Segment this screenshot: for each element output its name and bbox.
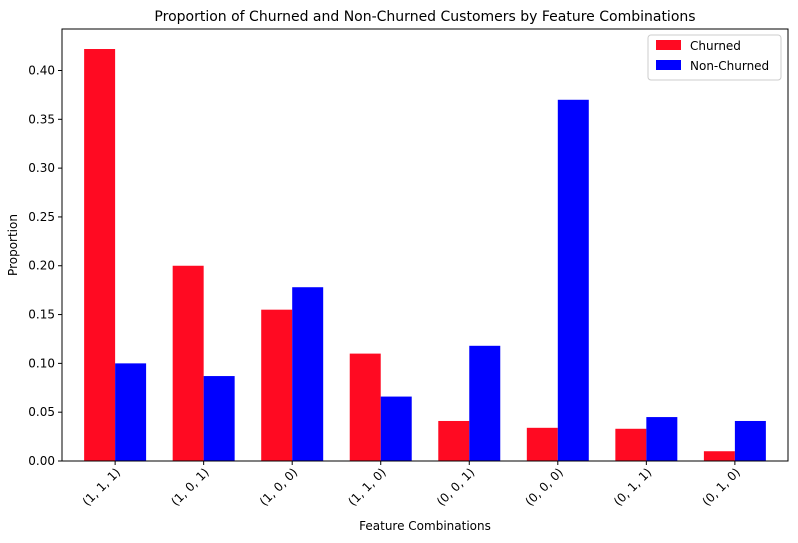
bar-churned-4 — [438, 420, 470, 461]
bar-churned-1 — [172, 265, 204, 461]
bar-non-churned-0 — [115, 363, 147, 461]
x-tick-label: (1, 0, 0) — [257, 465, 301, 509]
legend-label-churned: Churned — [690, 39, 741, 53]
bar-churned-3 — [349, 353, 381, 461]
legend-frame — [647, 34, 782, 81]
x-axis-label: Feature Combinations — [359, 519, 491, 533]
y-tick-label: 0.25 — [28, 210, 55, 224]
legend: Churned Non-Churned — [647, 34, 782, 81]
legend-swatch-non-churned — [656, 60, 681, 70]
bar-non-churned-6 — [646, 417, 678, 461]
y-tick-label: 0.00 — [28, 454, 55, 468]
bar-non-churned-4 — [469, 345, 501, 461]
x-axis: (1, 1, 1) (1, 0, 1) (1, 0, 0) (1, 1, 0) (0, … — [80, 461, 743, 509]
y-tick-label: 0.10 — [28, 356, 55, 370]
x-tick-label: (1, 0, 1) — [168, 465, 212, 509]
bar-churned-5 — [526, 427, 558, 461]
chart-title: Proportion of Churned and Non-Churned Cu… — [154, 9, 695, 25]
bar-non-churned-1 — [203, 376, 235, 461]
bar-non-churned-2 — [292, 287, 324, 461]
x-tick-label: (1, 1, 0) — [345, 465, 389, 509]
y-tick-label: 0.30 — [28, 161, 55, 175]
legend-label-non-churned: Non-Churned — [690, 59, 769, 73]
bar-non-churned-5 — [557, 99, 589, 461]
bar-churned-2 — [261, 309, 293, 461]
x-tick-label: (1, 1, 1) — [80, 465, 124, 509]
bar-churned-6 — [615, 428, 647, 461]
plot-frame — [61, 28, 789, 462]
y-tick-label: 0.20 — [28, 259, 55, 273]
y-axis-label: Proportion — [6, 214, 20, 276]
x-tick-label: (0, 0, 0) — [522, 465, 566, 509]
y-tick-label: 0.35 — [28, 112, 55, 126]
x-tick-label: (0, 1, 0) — [700, 465, 744, 509]
bar-churned-7 — [703, 451, 735, 461]
bar-non-churned-3 — [380, 396, 412, 461]
bar-churned-0 — [84, 49, 116, 461]
y-axis: 0.00 0.05 0.10 0.15 0.20 0.25 0.30 0.35 0.40 — [28, 63, 62, 468]
x-tick-label: (0, 1, 1) — [611, 465, 655, 509]
y-tick-label: 0.05 — [28, 405, 55, 419]
y-tick-label: 0.15 — [28, 308, 55, 322]
bar-non-churned-7 — [734, 420, 766, 461]
legend-swatch-churned — [656, 40, 681, 50]
x-tick-label: (0, 0, 1) — [434, 465, 478, 509]
plot-area — [84, 49, 766, 461]
y-tick-label: 0.40 — [28, 63, 55, 77]
